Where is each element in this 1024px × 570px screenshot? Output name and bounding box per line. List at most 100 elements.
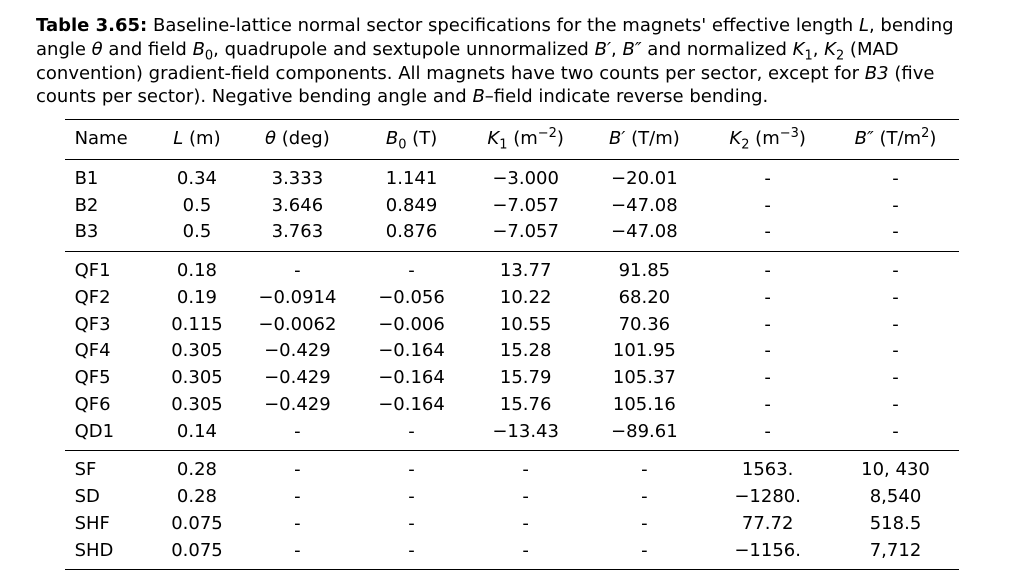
cell: 101.95 [585, 338, 704, 365]
cell: 1563. [704, 451, 832, 484]
cell: 13.77 [466, 252, 585, 285]
cell: - [357, 537, 467, 570]
cell: 8,540 [832, 484, 960, 511]
table-row: QF40.305−0.429−0.16415.28101.95-- [65, 338, 960, 365]
cell: - [704, 311, 832, 338]
cell: 0.305 [156, 365, 238, 392]
cell: 3.333 [238, 159, 357, 192]
cell: - [357, 252, 467, 285]
cell: 10, 430 [832, 451, 960, 484]
table-row: SD0.28----−1280.8,540 [65, 484, 960, 511]
cell: 3.646 [238, 192, 357, 219]
cell: 105.37 [585, 365, 704, 392]
cell: - [704, 418, 832, 451]
cell: - [585, 537, 704, 570]
cell: - [466, 537, 585, 570]
cell: −0.164 [357, 391, 467, 418]
row-name: QF2 [65, 284, 156, 311]
cell: 68.20 [585, 284, 704, 311]
cell: −20.01 [585, 159, 704, 192]
col-name: Name [65, 120, 156, 160]
cell: - [704, 365, 832, 392]
cell: - [585, 451, 704, 484]
cell: - [704, 284, 832, 311]
table-row: QF50.305−0.429−0.16415.79105.37-- [65, 365, 960, 392]
table-row: B20.53.6460.849−7.057−47.08-- [65, 192, 960, 219]
cell: 0.305 [156, 338, 238, 365]
col-L: L (m) [156, 120, 238, 160]
cell: −0.429 [238, 338, 357, 365]
cell: - [238, 451, 357, 484]
cell: −0.429 [238, 391, 357, 418]
cell: −0.164 [357, 365, 467, 392]
table-row: SF0.28----1563.10, 430 [65, 451, 960, 484]
row-name: SHD [65, 537, 156, 570]
table-caption: Table 3.65: Baseline-lattice normal sect… [36, 14, 988, 109]
col-theta: θ (deg) [238, 120, 357, 160]
cell: 77.72 [704, 510, 832, 537]
cell: - [466, 484, 585, 511]
cell: - [704, 159, 832, 192]
cell: −47.08 [585, 192, 704, 219]
row-name: QF1 [65, 252, 156, 285]
table-row: QD10.14--−13.43−89.61-- [65, 418, 960, 451]
cell: - [585, 510, 704, 537]
cell: 0.19 [156, 284, 238, 311]
col-B0: B0 (T) [357, 120, 467, 160]
cell: - [704, 192, 832, 219]
cell: 7,712 [832, 537, 960, 570]
col-Bp: B′ (T/m) [585, 120, 704, 160]
col-K2: K2 (m−3) [704, 120, 832, 160]
cell: 70.36 [585, 311, 704, 338]
cell: −0.429 [238, 365, 357, 392]
row-name: SF [65, 451, 156, 484]
row-name: QD1 [65, 418, 156, 451]
magnet-table: Name L (m) θ (deg) B0 (T) K1 (m−2) B′ (T… [65, 119, 960, 570]
cell: - [704, 252, 832, 285]
cell: −0.0914 [238, 284, 357, 311]
cell: 0.305 [156, 391, 238, 418]
cell: - [357, 451, 467, 484]
cell: −0.0062 [238, 311, 357, 338]
cell: - [238, 484, 357, 511]
col-Bpp: B″ (T/m2) [832, 120, 960, 160]
cell: −0.006 [357, 311, 467, 338]
cell: 0.28 [156, 484, 238, 511]
row-name: QF3 [65, 311, 156, 338]
cell: 105.16 [585, 391, 704, 418]
cell: 0.075 [156, 537, 238, 570]
cell: −13.43 [466, 418, 585, 451]
row-name: B2 [65, 192, 156, 219]
cell: 15.76 [466, 391, 585, 418]
cell: −1156. [704, 537, 832, 570]
cell: - [466, 510, 585, 537]
table-label: Table 3.65: [36, 15, 147, 36]
cell: - [832, 252, 960, 285]
row-name: SHF [65, 510, 156, 537]
cell: - [238, 537, 357, 570]
cell: - [357, 418, 467, 451]
cell: - [466, 451, 585, 484]
cell: 15.28 [466, 338, 585, 365]
row-name: QF6 [65, 391, 156, 418]
cell: −0.164 [357, 338, 467, 365]
cell: - [238, 252, 357, 285]
cell: - [832, 219, 960, 252]
cell: - [585, 484, 704, 511]
table-row: B30.53.7630.876−7.057−47.08-- [65, 219, 960, 252]
cell: −3.000 [466, 159, 585, 192]
table-row: SHD0.075----−1156.7,712 [65, 537, 960, 570]
cell: - [238, 418, 357, 451]
cell: 91.85 [585, 252, 704, 285]
cell: 10.22 [466, 284, 585, 311]
cell: 0.849 [357, 192, 467, 219]
cell: - [832, 311, 960, 338]
cell: −0.056 [357, 284, 467, 311]
cell: −47.08 [585, 219, 704, 252]
table-row: QF60.305−0.429−0.16415.76105.16-- [65, 391, 960, 418]
cell: 0.5 [156, 219, 238, 252]
cell: 0.28 [156, 451, 238, 484]
cell: 0.115 [156, 311, 238, 338]
cell: - [832, 284, 960, 311]
table-header-row: Name L (m) θ (deg) B0 (T) K1 (m−2) B′ (T… [65, 120, 960, 160]
